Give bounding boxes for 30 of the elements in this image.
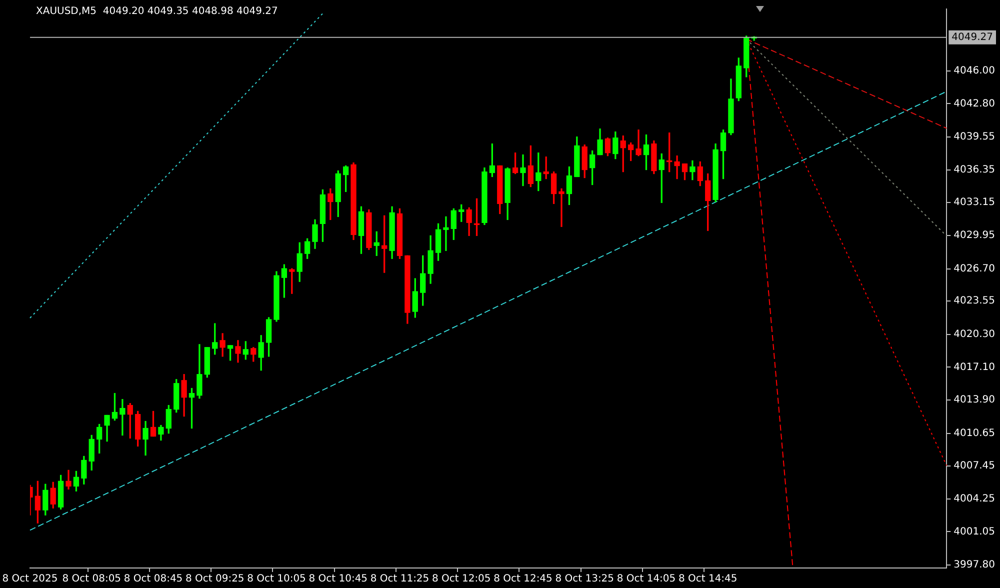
y-tick-label: 4046.00 [954, 66, 996, 77]
y-tick-label: 4001.05 [954, 526, 996, 538]
x-tick-label: 8 Oct 09:25 [185, 574, 244, 585]
x-tick-label: 8 Oct 10:05 [247, 574, 306, 585]
y-tick-label: 4036.35 [954, 164, 996, 176]
y-tick-label: 4042.80 [954, 98, 996, 110]
x-tick-label: 8 Oct 12:45 [494, 574, 552, 585]
y-tick-label: 4023.55 [954, 296, 996, 307]
x-tick-label: 8 Oct 08:05 [62, 574, 122, 585]
x-tick-label: 8 Oct 14:05 [616, 574, 676, 585]
y-tick-label: 4007.45 [954, 460, 996, 472]
y-tick-label: 4017.10 [954, 362, 996, 373]
y-tick-label: 3997.80 [954, 560, 996, 571]
y-tick-label: 4004.25 [954, 494, 996, 504]
y-tick-label: 4039.55 [954, 132, 996, 143]
y-tick-label: 4033.15 [954, 197, 996, 208]
y-tick-label: 4013.90 [954, 394, 996, 406]
ref-line-label: 4049.27 [952, 32, 994, 43]
y-tick-label: 4020.30 [954, 328, 996, 340]
y-tick-label: 4010.65 [954, 428, 996, 439]
x-tick-label: 8 Oct 13:25 [555, 574, 614, 585]
x-tick-label: 8 Oct 14:45 [678, 574, 738, 585]
x-tick-label: 8 Oct 12:05 [432, 574, 491, 585]
x-tick-label: 8 Oct 08:45 [124, 574, 183, 585]
x-tick-label: 8 Oct 10:45 [308, 574, 368, 585]
chart-title: XAUUSD,M5 4049.20 4049.35 4048.98 4049.27 [36, 6, 278, 17]
y-tick-label: 4026.70 [954, 263, 996, 274]
y-tick-label: 4029.95 [954, 230, 996, 242]
x-tick-label: 8 Oct 2025 [2, 574, 58, 585]
x-tick-label: 8 Oct 11:25 [370, 574, 430, 585]
